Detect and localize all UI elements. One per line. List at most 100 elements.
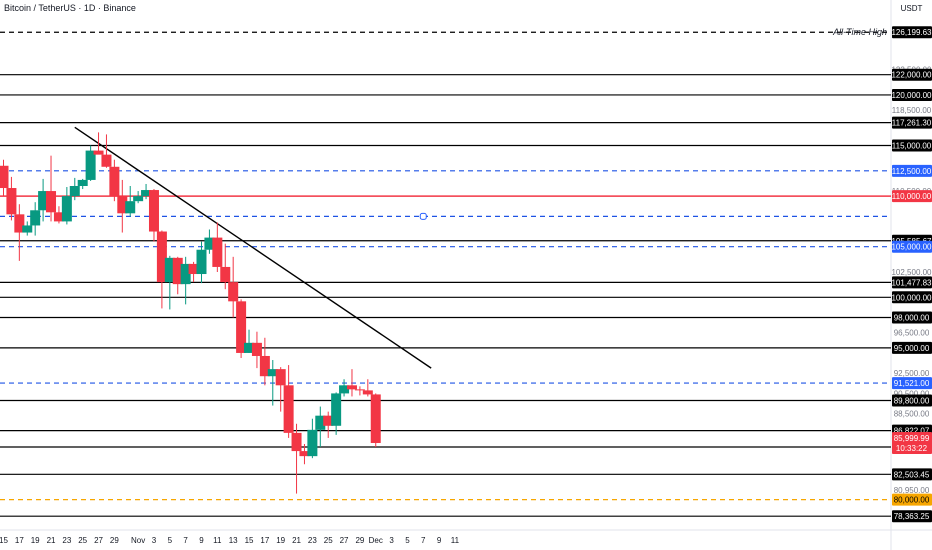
time-tick-label: 5 [405, 536, 410, 545]
candle-body [346, 385, 357, 390]
time-tick-label: 23 [308, 536, 317, 545]
ath-annotation: All-Time High [832, 27, 887, 37]
level-price-tag [892, 468, 932, 481]
time-tick-label: Dec [369, 536, 383, 545]
level-price-tag [892, 88, 932, 101]
level-price-tag [892, 493, 932, 506]
candle-body [315, 415, 326, 430]
level-price-tag [892, 116, 932, 129]
candle-body [77, 179, 88, 186]
candle-body [93, 150, 104, 155]
candle-body [85, 150, 96, 180]
candle-body [244, 342, 255, 353]
candle-body [291, 432, 302, 452]
candle-body [339, 385, 350, 394]
level-price-tag [892, 190, 932, 203]
level-price-label: 78,363.25 [894, 512, 930, 521]
level-price-label: 110,000.00 [892, 192, 932, 201]
level-price-label: 82,503.45 [894, 470, 930, 479]
candle-body [267, 369, 278, 377]
level-price-tag [892, 139, 932, 152]
candle-body [275, 369, 286, 386]
time-tick-label: 27 [340, 536, 349, 545]
candle-body [307, 429, 318, 457]
candle-body [180, 263, 191, 285]
current-price-tag [892, 431, 932, 454]
level-price-tag [892, 26, 932, 39]
candle-body [188, 263, 199, 275]
time-tick-label: Nov [131, 536, 145, 545]
time-tick-label: 13 [229, 536, 238, 545]
time-tick-label: 15 [245, 536, 254, 545]
level-price-label: 86,822.07 [894, 427, 930, 436]
level-price-label: 89,800.00 [894, 396, 930, 405]
level-price-label: 117,261.30 [892, 119, 932, 128]
candle-body [299, 451, 310, 457]
candle-body [109, 166, 120, 197]
price-tick-label: 96,500.00 [894, 329, 930, 338]
candle-body [38, 191, 49, 211]
candle-body [172, 257, 183, 285]
level-price-label: 101,477.83 [891, 278, 932, 287]
candle-body [141, 190, 152, 197]
candle-body [30, 210, 41, 226]
time-tick-label: 21 [292, 536, 301, 545]
candle-body [156, 231, 167, 283]
candle-body [283, 385, 294, 433]
candle-body [61, 196, 72, 222]
time-tick-label: 9 [437, 536, 442, 545]
level-price-label: 105,000.00 [891, 243, 932, 252]
time-tick-label: 9 [199, 536, 204, 545]
candle-body [46, 191, 57, 213]
current-price-label: 85,999.99 [894, 434, 930, 443]
time-tick-label: 7 [183, 536, 188, 545]
level-price-label: 100,000.00 [891, 293, 932, 302]
candle-body [220, 266, 231, 283]
time-tick-label: 17 [15, 536, 24, 545]
candle-body [251, 342, 262, 356]
level-price-tag [892, 68, 932, 81]
candle-body [69, 186, 80, 197]
symbol-title: Bitcoin / TetherUS · 1D · Binance [4, 3, 136, 13]
time-tick-label: 3 [152, 536, 157, 545]
time-tick-label: 27 [94, 536, 103, 545]
time-tick-label: 7 [421, 536, 426, 545]
time-tick-label: 29 [110, 536, 119, 545]
alert-marker [419, 212, 427, 220]
candle-body [117, 196, 128, 214]
time-tick-label: 15 [0, 536, 8, 545]
level-price-label: 91,521.00 [894, 379, 930, 388]
price-tick-label: 80,950.00 [894, 486, 930, 495]
level-price-tag [892, 510, 932, 523]
level-price-label: 112,500.00 [892, 167, 932, 176]
level-price-label: 80,000.00 [894, 496, 930, 505]
level-price-label: 126,199.63 [891, 28, 932, 37]
time-tick-label: 23 [62, 536, 71, 545]
level-price-tag [892, 377, 932, 390]
level-price-tag [892, 394, 932, 407]
candle-body [331, 393, 342, 426]
price-tick-label: 92,500.00 [894, 369, 930, 378]
candle-body [22, 225, 33, 233]
level-price-tag [892, 164, 932, 177]
candle-body [133, 196, 144, 202]
level-price-tag [892, 341, 932, 354]
level-price-label: 95,000.00 [894, 344, 930, 353]
candle-body [204, 237, 215, 250]
candle-body [101, 154, 112, 167]
time-tick-label: 11 [451, 536, 460, 545]
price-tick-label: 118,500.00 [892, 106, 932, 115]
candle-body [323, 415, 334, 426]
level-price-label: 122,000.00 [891, 71, 932, 80]
candle-body [125, 201, 136, 214]
level-price-label: 120,000.00 [891, 91, 932, 100]
candle-body [362, 390, 373, 395]
candle-body [0, 165, 9, 189]
bar-countdown-label: 10:33:22 [896, 444, 928, 453]
level-price-tag [892, 276, 932, 289]
candle-body [6, 188, 17, 215]
candle-body [196, 249, 207, 275]
candle-body [53, 212, 64, 222]
